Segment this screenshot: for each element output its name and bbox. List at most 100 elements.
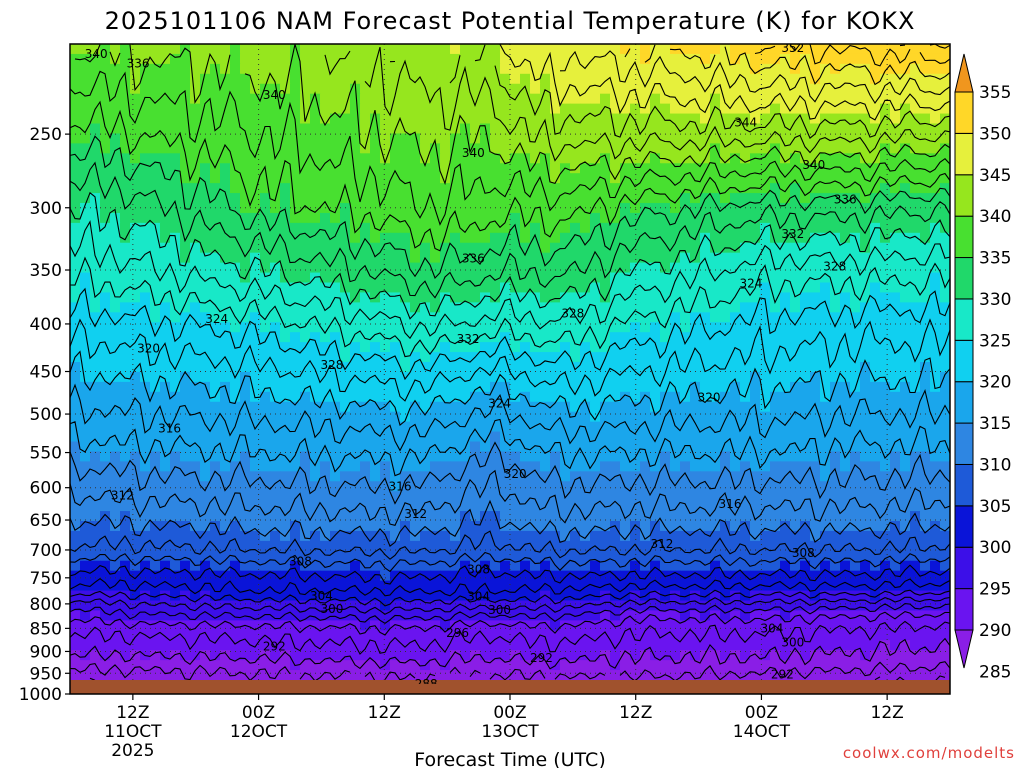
field-cell [630, 103, 641, 115]
field-cell [900, 173, 911, 184]
field-cell [830, 362, 841, 373]
field-cell [210, 501, 221, 512]
field-cell [460, 401, 471, 413]
field-cell [770, 342, 781, 353]
field-cell [510, 441, 521, 453]
field-cell [440, 203, 451, 214]
field-cell [910, 421, 921, 433]
field-cell [160, 123, 171, 135]
field-cell [280, 123, 291, 135]
field-cell [160, 501, 171, 512]
field-cell [890, 93, 901, 105]
field-cell [220, 391, 231, 403]
field-cell [440, 183, 451, 194]
field-cell [500, 153, 511, 164]
field-cell [340, 441, 351, 453]
field-cell [140, 441, 151, 453]
field-cell [210, 530, 221, 542]
field-cell [480, 342, 491, 353]
field-cell [800, 521, 811, 532]
field-cell [680, 222, 691, 234]
field-cell [180, 362, 191, 373]
field-cell [700, 292, 711, 303]
field-cell [610, 322, 621, 333]
field-cell [220, 113, 231, 125]
field-cell [70, 272, 81, 284]
field-cell [120, 441, 131, 453]
field-cell [460, 292, 471, 303]
field-cell [370, 600, 381, 612]
field-cell [320, 421, 331, 433]
field-cell [830, 123, 841, 135]
field-cell [670, 312, 681, 323]
field-cell [460, 252, 471, 264]
field-cell [620, 222, 631, 234]
field-cell [490, 53, 501, 65]
field-cell [370, 153, 381, 164]
field-cell [940, 362, 950, 373]
field-cell [510, 332, 521, 343]
field-cell [140, 431, 151, 443]
field-cell [710, 222, 721, 234]
field-cell [390, 600, 401, 612]
field-cell [270, 63, 281, 75]
field-cell [360, 322, 371, 333]
field-cell [130, 292, 141, 303]
field-cell [610, 193, 621, 204]
field-cell [220, 411, 231, 423]
field-cell [650, 252, 661, 264]
field-cell [380, 133, 391, 144]
field-cell [660, 501, 671, 512]
field-cell [300, 133, 311, 144]
field-cell [420, 312, 431, 323]
field-cell [310, 93, 321, 105]
field-cell [680, 371, 691, 383]
field-cell [550, 63, 561, 75]
field-cell [490, 63, 501, 75]
field-cell [860, 53, 871, 65]
field-cell [280, 481, 291, 492]
field-cell [710, 282, 721, 294]
field-cell [120, 193, 131, 204]
field-cell [70, 491, 81, 502]
field-cell [520, 242, 531, 254]
field-cell [310, 342, 321, 353]
field-cell [100, 391, 111, 403]
field-cell [530, 590, 541, 602]
field-cell [570, 550, 581, 562]
field-cell [580, 600, 591, 612]
field-cell [840, 103, 851, 115]
field-cell [90, 292, 101, 303]
field-cell [110, 421, 121, 433]
field-cell [380, 53, 391, 65]
field-cell [100, 540, 111, 552]
field-cell [230, 203, 241, 214]
field-cell [600, 212, 611, 224]
field-cell [930, 173, 941, 184]
field-cell [70, 282, 81, 294]
field-cell [390, 580, 401, 592]
field-cell [200, 113, 211, 125]
field-cell [640, 371, 651, 383]
field-cell [860, 550, 871, 562]
field-cell [470, 93, 481, 105]
field-cell [400, 391, 411, 403]
field-cell [700, 262, 711, 274]
field-cell [700, 222, 711, 234]
field-cell [660, 302, 671, 313]
field-cell [490, 173, 501, 184]
field-cell [930, 133, 941, 144]
field-cell [740, 371, 751, 383]
field-cell [890, 501, 901, 512]
field-cell [680, 521, 691, 532]
field-cell [870, 332, 881, 343]
field-cell [860, 133, 871, 144]
field-cell [180, 600, 191, 612]
field-cell [190, 252, 201, 264]
field-cell [870, 511, 881, 522]
field-cell [840, 521, 851, 532]
field-cell [370, 391, 381, 403]
field-cell [350, 491, 361, 502]
field-cell [350, 332, 361, 343]
field-cell [800, 471, 811, 482]
